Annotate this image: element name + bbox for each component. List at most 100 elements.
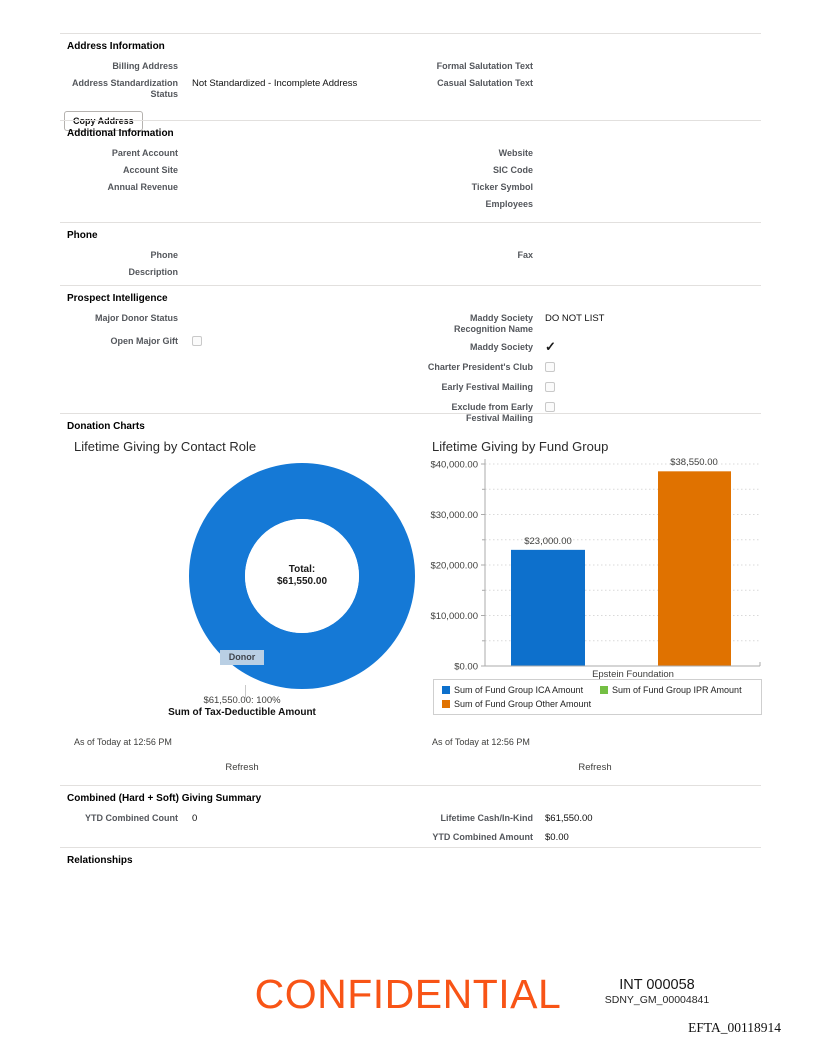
svg-text:$10,000.00: $10,000.00 — [430, 611, 478, 622]
bar-chart-legend: Sum of Fund Group ICA Amount Sum of Fund… — [433, 679, 762, 715]
field-label: SIC Code — [492, 165, 533, 175]
field-early-festival-mailing: Early Festival Mailing — [418, 382, 761, 395]
prospect-left-column: Major Donor Status Open Major Gift — [60, 313, 418, 430]
phone-left-column: Phone Description — [60, 250, 418, 284]
bar-as-of-timestamp: As of Today at 12:56 PM — [432, 737, 530, 747]
section-title: Combined (Hard + Soft) Giving Summary — [67, 793, 262, 804]
legend-item-ica: Sum of Fund Group ICA Amount — [442, 684, 600, 696]
field-exclude-early-festival-mailing: Exclude from Early Festival Mailing — [418, 402, 761, 424]
field-label: Charter President's Club — [427, 362, 533, 372]
bar-chart: $40,000.00 $30,000.00 $20,000.00 $10,000… — [430, 457, 761, 680]
exhibit-number-block: INT 000058 SDNY_GM_00004841 — [598, 977, 716, 1007]
bar-fund-group-other[interactable] — [658, 471, 731, 666]
field-label: Casual Salutation Text — [437, 78, 533, 88]
field-value: DO NOT LIST — [545, 313, 605, 324]
legend-label: Sum of Fund Group ICA Amount — [454, 685, 584, 695]
section-address-information: Address Information Billing Address Addr… — [60, 33, 761, 141]
section-additional-information: Additional Information Parent Account Ac… — [60, 120, 761, 216]
field-label: Major Donor Status — [94, 313, 178, 323]
open-major-gift-checkbox[interactable] — [192, 336, 202, 346]
field-label: Description — [128, 267, 178, 277]
legend-item-ipr: Sum of Fund Group IPR Amount — [600, 684, 750, 696]
donut-callout-leader-line — [245, 685, 246, 698]
early-festival-mailing-checkbox[interactable] — [545, 382, 555, 392]
field-annual-revenue: Annual Revenue — [60, 182, 418, 193]
charter-presidents-club-checkbox[interactable] — [545, 362, 555, 372]
field-fax: Fax — [418, 250, 761, 261]
bates-number-sdny: SDNY_GM_00004841 — [604, 994, 710, 1006]
field-label: Maddy Society Recognition Name — [453, 313, 533, 334]
legend-label: Sum of Fund Group Other Amount — [454, 699, 592, 709]
field-label: Maddy Society — [469, 342, 533, 352]
field-account-site: Account Site — [60, 165, 418, 176]
copy-address-button[interactable]: Copy Address — [64, 111, 143, 131]
bar-chart-axes — [481, 459, 761, 667]
field-maddy-society-recognition-name: Maddy Society Recognition Name DO NOT LI… — [418, 313, 761, 335]
field-value: $0.00 — [545, 832, 569, 843]
donut-slice-label-donor[interactable]: Donor — [220, 650, 264, 665]
field-label: Account Site — [122, 165, 178, 175]
combined-left-column: YTD Combined Count 0 — [60, 813, 418, 849]
phone-right-column: Fax — [418, 250, 761, 284]
svg-text:$30,000.00: $30,000.00 — [430, 510, 478, 521]
address-left-column: Billing Address Address Standardization … — [60, 61, 418, 141]
field-ytd-combined-count: YTD Combined Count 0 — [60, 813, 418, 824]
section-combined-giving-summary: Combined (Hard + Soft) Giving Summary YT… — [60, 785, 761, 849]
bar-chart-ytick-labels: $40,000.00 $30,000.00 $20,000.00 $10,000… — [430, 460, 478, 673]
donut-refresh-wrap: Refresh — [60, 757, 424, 775]
field-label: Open Major Gift — [110, 336, 179, 346]
field-value — [545, 402, 761, 415]
bar-refresh-wrap: Refresh — [425, 757, 765, 775]
field-formal-salutation: Formal Salutation Text — [418, 61, 761, 72]
prospect-right-column: Maddy Society Recognition Name DO NOT LI… — [418, 313, 761, 430]
address-columns: Billing Address Address Standardization … — [60, 61, 761, 141]
svg-text:$0.00: $0.00 — [454, 662, 478, 673]
phone-columns: Phone Description Fax — [60, 250, 761, 284]
donut-chart-title: Lifetime Giving by Contact Role — [74, 439, 257, 454]
field-label: Employees — [485, 199, 533, 209]
field-website: Website — [418, 148, 761, 159]
field-casual-salutation: Casual Salutation Text — [418, 78, 761, 89]
donut-center-label: Total: — [289, 564, 315, 575]
svg-text:$20,000.00: $20,000.00 — [430, 561, 478, 572]
section-title: Relationships — [67, 855, 133, 866]
field-label: Exclude from Early Festival Mailing — [451, 402, 533, 423]
bar-fund-group-ica[interactable] — [511, 549, 585, 666]
donut-segment-donor[interactable] — [189, 463, 415, 689]
section-relationships: Relationships — [60, 847, 761, 867]
bar-category-label: Epstein Foundation — [592, 669, 674, 680]
confidential-stamp: CONFIDENTIAL — [254, 971, 562, 1017]
bates-number-efta: EFTA_00118914 — [688, 1020, 781, 1035]
field-label: YTD Combined Count — [85, 813, 178, 823]
field-major-donor-status: Major Donor Status — [60, 313, 418, 324]
section-phone: Phone Phone Description Fax — [60, 222, 761, 284]
field-employees: Employees — [418, 199, 761, 210]
field-label: Website — [498, 148, 533, 158]
legend-swatch-ica — [442, 686, 450, 694]
field-description: Description — [60, 267, 418, 278]
prospect-columns: Major Donor Status Open Major Gift Maddy… — [60, 313, 761, 430]
maddy-society-checkbox[interactable] — [545, 342, 556, 352]
address-right-column: Formal Salutation Text Casual Salutation… — [418, 61, 761, 141]
field-label: Lifetime Cash/In-Kind — [440, 813, 533, 823]
field-value — [545, 382, 761, 395]
section-title: Additional Information — [67, 128, 174, 139]
donut-chart: Total: $61,550.00 — [189, 463, 415, 689]
legend-swatch-ipr — [600, 686, 608, 694]
field-label: YTD Combined Amount — [432, 832, 533, 842]
section-title: Phone — [67, 230, 98, 241]
donut-refresh-link[interactable]: Refresh — [225, 762, 259, 773]
bar-chart-title: Lifetime Giving by Fund Group — [432, 439, 609, 454]
field-label: Early Festival Mailing — [441, 382, 533, 392]
field-label: Billing Address — [112, 61, 178, 71]
field-value — [545, 342, 761, 354]
exclude-early-festival-mailing-checkbox[interactable] — [545, 402, 555, 412]
legend-label: Sum of Fund Group IPR Amount — [612, 685, 742, 695]
section-donation-charts: Donation Charts Lifetime Giving by Conta… — [60, 413, 762, 785]
field-label: Phone — [150, 250, 178, 260]
field-label: Annual Revenue — [107, 182, 178, 192]
bar-refresh-link[interactable]: Refresh — [578, 762, 612, 773]
field-ytd-combined-amount: YTD Combined Amount $0.00 — [418, 832, 761, 843]
field-lifetime-cash-in-kind: Lifetime Cash/In-Kind $61,550.00 — [418, 813, 761, 824]
field-phone: Phone — [60, 250, 418, 261]
